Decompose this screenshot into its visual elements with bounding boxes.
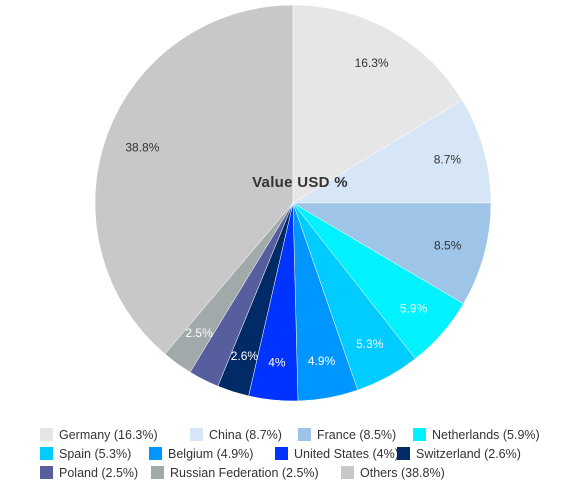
legend-label: Netherlands (5.9%) bbox=[432, 427, 540, 442]
slice-label-germany: 16.3% bbox=[355, 56, 389, 70]
pie-slices bbox=[94, 4, 492, 402]
legend-label: China (8.7%) bbox=[209, 427, 282, 442]
legend-swatch bbox=[149, 447, 162, 460]
legend-item-germany[interactable]: Germany (16.3%) bbox=[40, 428, 190, 442]
legend-swatch bbox=[298, 428, 311, 441]
pie-chart: 16.3% 8.7% 8.5% 5.9% 5.3% 4.9% 4% 2.6% 2.5% 38.8%… bbox=[94, 4, 492, 402]
legend-label: France (8.5%) bbox=[317, 427, 397, 442]
legend-label: Switzerland (2.6%) bbox=[416, 446, 521, 461]
pie-slice-germany bbox=[292, 4, 463, 204]
legend-item-china[interactable]: China (8.7%) bbox=[190, 428, 298, 442]
chart-legend: Germany (16.3%) China (8.7%) France (8.5%)… bbox=[40, 425, 560, 482]
legend-swatch bbox=[40, 428, 53, 441]
legend-row: Germany (16.3%) China (8.7%) France (8.5%)… bbox=[40, 425, 560, 444]
slice-label-switzerland: 2.6% bbox=[231, 349, 259, 363]
legend-item-poland[interactable]: Poland (2.5%) bbox=[40, 466, 151, 480]
legend-item-spain[interactable]: Spain (5.3%) bbox=[40, 447, 149, 461]
pie-slice-others bbox=[94, 4, 294, 355]
chart-title: Value USD % bbox=[252, 174, 348, 191]
slice-labels: 16.3% 8.7% 8.5% 5.9% 5.3% 4.9% 4% 2.6% 2.5% 38.8% bbox=[125, 56, 461, 369]
legend-swatch bbox=[40, 466, 53, 479]
legend-swatch bbox=[413, 428, 426, 441]
legend-item-belgium[interactable]: Belgium (4.9%) bbox=[149, 447, 275, 461]
legend-swatch bbox=[341, 466, 354, 479]
legend-label: Belgium (4.9%) bbox=[168, 446, 254, 461]
slice-label-belgium: 4.9% bbox=[308, 354, 336, 368]
legend-item-others[interactable]: Others (38.8%) bbox=[341, 466, 451, 480]
legend-label: Russian Federation (2.5%) bbox=[170, 465, 319, 480]
legend-row: Spain (5.3%) Belgium (4.9%) United States … bbox=[40, 444, 560, 463]
legend-item-france[interactable]: France (8.5%) bbox=[298, 428, 413, 442]
legend-item-netherlands[interactable]: Netherlands (5.9%) bbox=[413, 428, 553, 442]
legend-label: Spain (5.3%) bbox=[59, 446, 132, 461]
legend-swatch bbox=[151, 466, 164, 479]
legend-row: Poland (2.5%) Russian Federation (2.5%) Ot… bbox=[40, 463, 560, 482]
slice-label-united-states: 4% bbox=[268, 356, 286, 370]
pie-slice-france bbox=[292, 202, 492, 305]
legend-label: Others (38.8%) bbox=[360, 465, 445, 480]
slice-label-russian-federation: 2.5% bbox=[185, 326, 213, 340]
legend-item-switzerland[interactable]: Switzerland (2.6%) bbox=[397, 447, 537, 461]
slice-label-china: 8.7% bbox=[434, 153, 462, 167]
legend-label: Germany (16.3%) bbox=[59, 427, 158, 442]
slice-label-france: 8.5% bbox=[434, 238, 462, 252]
legend-swatch bbox=[397, 447, 410, 460]
legend-item-united-states[interactable]: United States (4%) bbox=[275, 446, 399, 461]
legend-swatch bbox=[40, 447, 53, 460]
legend-swatch bbox=[190, 428, 203, 441]
slice-label-netherlands: 5.9% bbox=[400, 302, 428, 316]
legend-label: United States (4%) bbox=[294, 446, 399, 461]
slice-label-others: 38.8% bbox=[125, 141, 159, 155]
pie-slice-china bbox=[292, 99, 492, 204]
legend-item-russian-federation[interactable]: Russian Federation (2.5%) bbox=[151, 466, 341, 480]
legend-swatch bbox=[275, 447, 288, 460]
legend-label: Poland (2.5%) bbox=[59, 465, 139, 480]
slice-label-spain: 5.3% bbox=[356, 337, 384, 351]
